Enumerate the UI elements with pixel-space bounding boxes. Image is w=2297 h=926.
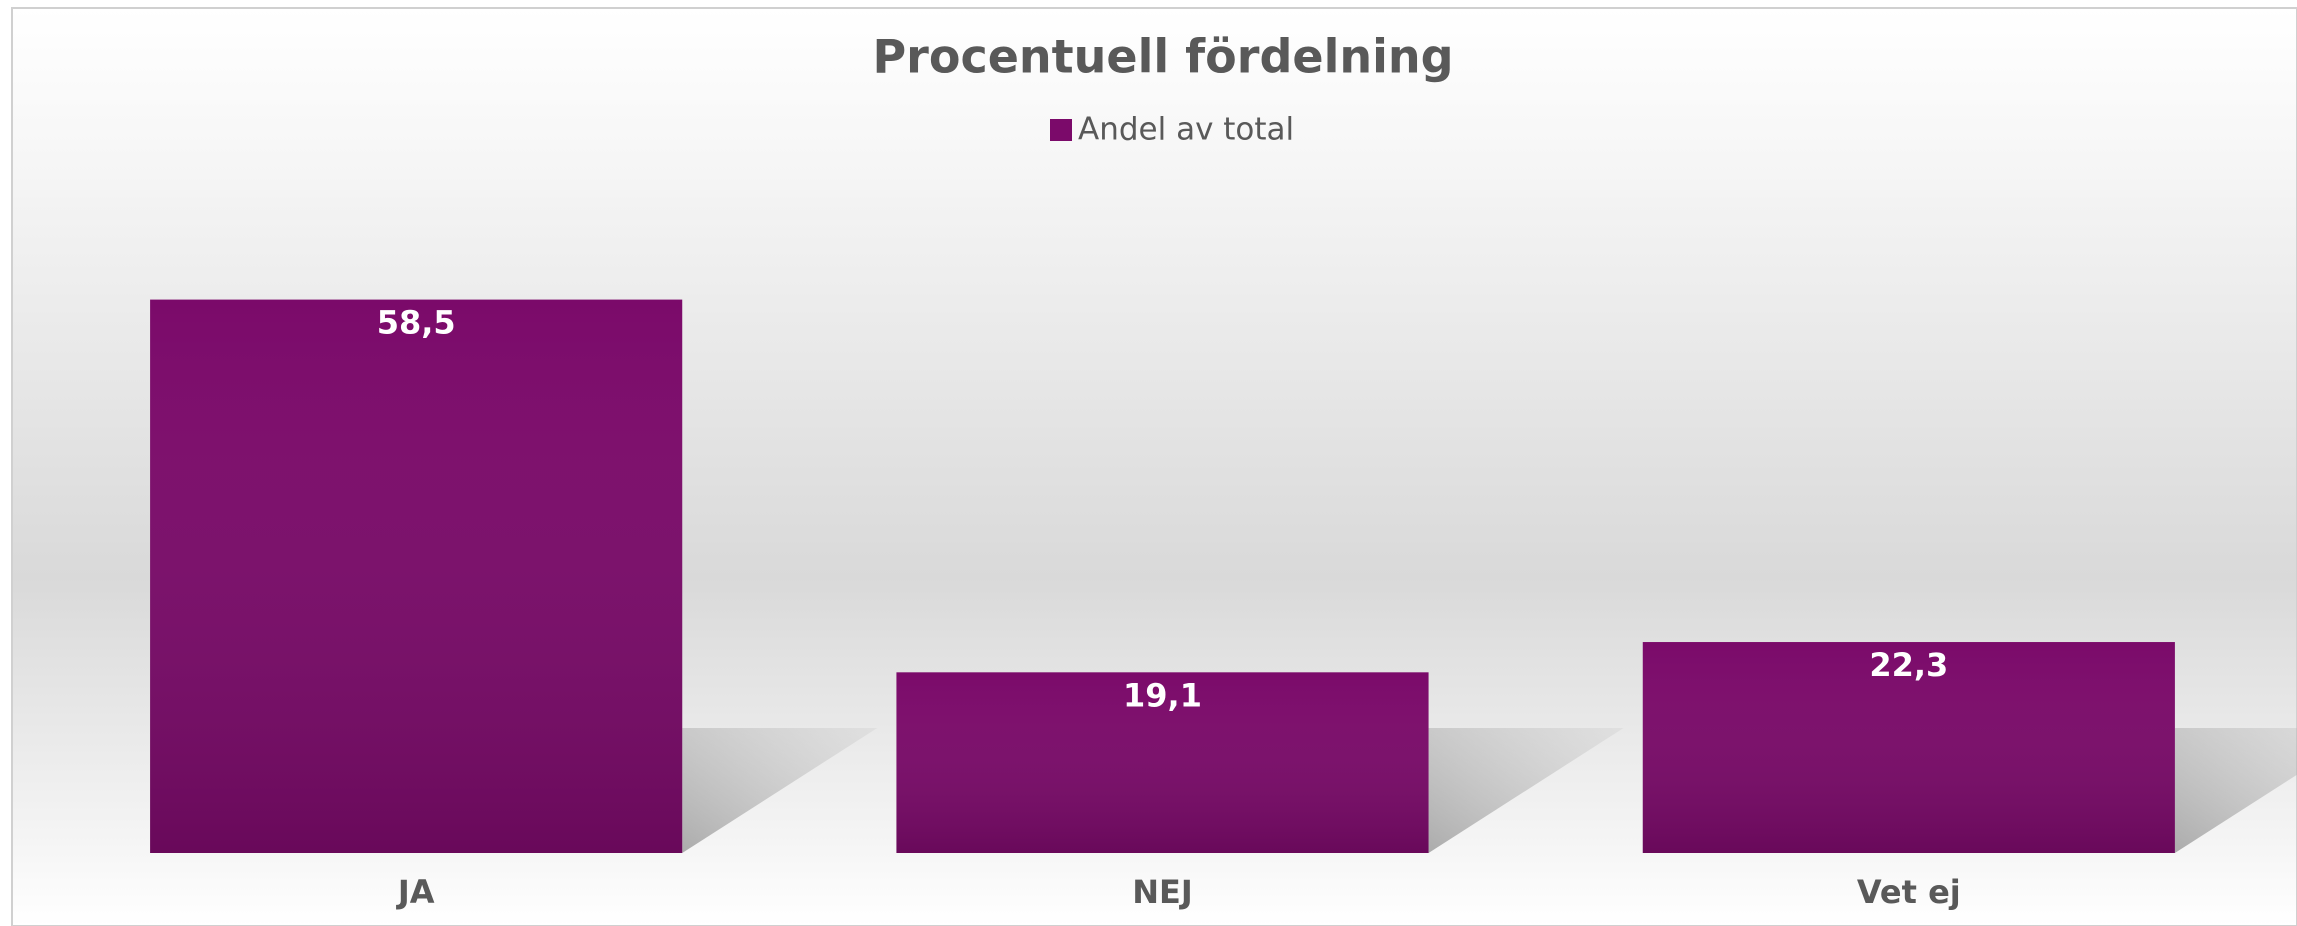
bar-shade (1642, 642, 2175, 853)
x-tick-label: JA (396, 873, 435, 911)
legend: Andel av total (1050, 112, 1294, 148)
value-label: 58,5 (377, 304, 456, 342)
x-tick-label: Vet ej (1857, 873, 1961, 911)
value-label: 19,1 (1123, 676, 1202, 714)
legend-swatch (1050, 119, 1072, 141)
bar-shadow (682, 728, 878, 853)
bar-shade (150, 299, 683, 854)
bar-shadow (1428, 728, 1624, 853)
x-tick-label: NEJ (1132, 873, 1193, 911)
bar-shade (896, 672, 1429, 853)
value-label: 22,3 (1869, 646, 1948, 684)
bar-shadow (2174, 728, 2297, 853)
chart-title: Procentuell fördelning (872, 30, 1453, 84)
legend-label: Andel av total (1078, 112, 1294, 148)
